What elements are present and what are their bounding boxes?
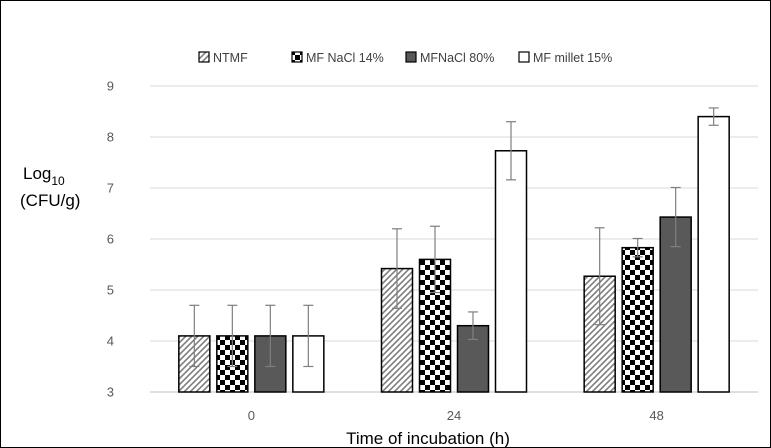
legend-item: NTMF <box>198 51 248 65</box>
legend-label: MFNaCl 80% <box>420 51 494 65</box>
error-bar <box>506 121 516 181</box>
legend-label: MF NaCl 14% <box>306 51 384 65</box>
bars <box>178 115 730 393</box>
y-axis-title-line2: (CFU/g) <box>20 191 80 210</box>
y-tick-labels: 3 4 5 6 7 8 9 <box>107 79 114 400</box>
legend-label: NTMF <box>213 51 248 65</box>
error-bar <box>430 225 440 294</box>
legend-item: MF millet 15% <box>518 51 612 65</box>
x-tick-labels: 0 24 48 <box>248 408 664 423</box>
x-tick-label: 24 <box>447 408 461 423</box>
x-axis-title: Time of incubation (h) <box>346 429 510 448</box>
bar <box>621 246 654 393</box>
error-bar <box>594 227 605 326</box>
error-bars <box>189 107 719 368</box>
y-tick-label: 3 <box>107 385 114 400</box>
bar <box>494 150 528 393</box>
legend-item: MFNaCl 80% <box>405 51 494 65</box>
legend-swatch <box>405 51 417 63</box>
error-bar <box>670 186 681 248</box>
legend-swatch <box>518 51 530 63</box>
y-tick-label: 9 <box>107 79 114 94</box>
y-tick-label: 4 <box>107 334 114 349</box>
error-bar <box>227 304 238 368</box>
error-bar <box>303 304 314 368</box>
bar <box>697 115 730 393</box>
error-bar <box>468 311 478 341</box>
x-tick-label: 48 <box>649 408 663 423</box>
legend-swatch <box>291 51 303 63</box>
error-bar <box>265 304 276 368</box>
legend: NTMF MF NaCl 14% MFNaCl 80% MF millet 15% <box>198 51 612 65</box>
y-tick-label: 6 <box>107 232 114 247</box>
y-tick-label: 5 <box>107 283 114 298</box>
legend-item: MF NaCl 14% <box>291 51 384 65</box>
gridlines <box>150 85 758 393</box>
error-bar <box>632 237 643 258</box>
y-axis-title-line1: Log10 <box>23 164 65 188</box>
y-tick-label: 8 <box>107 130 114 145</box>
legend-label: MF millet 15% <box>533 51 612 65</box>
error-bar <box>189 304 200 368</box>
x-tick-label: 0 <box>248 408 255 423</box>
error-bar <box>392 228 402 309</box>
legend-swatch <box>198 51 210 63</box>
y-tick-label: 7 <box>107 181 114 196</box>
error-bar <box>708 107 719 126</box>
